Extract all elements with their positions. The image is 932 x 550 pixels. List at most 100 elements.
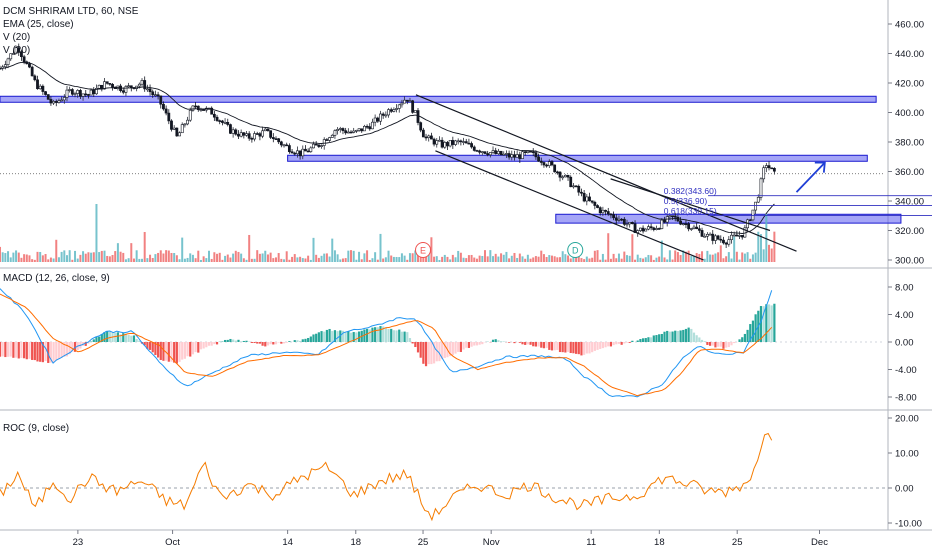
- macd-histogram-bar: [347, 331, 350, 342]
- candle-body: [711, 233, 715, 241]
- volume-bar: [663, 257, 666, 262]
- macd-histogram-bar: [658, 334, 661, 342]
- candle-body: [261, 130, 264, 137]
- macd-histogram-bar: [71, 342, 74, 352]
- volume-bar: [502, 254, 505, 262]
- volume-bar: [532, 257, 535, 262]
- volume-bar: [65, 255, 68, 262]
- volume-bar: [355, 259, 358, 262]
- macd-histogram-bar: [574, 342, 578, 354]
- volume-bar: [722, 258, 725, 262]
- roc-legend[interactable]: ROC (9, close): [3, 423, 70, 434]
- volume-bar: [63, 250, 66, 262]
- volume-bar: [7, 251, 10, 262]
- volume-bar: [529, 258, 532, 262]
- macd-histogram-bar: [309, 336, 312, 342]
- macd-histogram-bar: [232, 339, 235, 342]
- macd-histogram-bar: [601, 342, 604, 349]
- y-tick-label: 340.00: [895, 197, 924, 208]
- drawings[interactable]: 0.382(343.60)0.5(336.90)0.618(330.15) E D: [415, 94, 932, 261]
- candle-body: [194, 105, 198, 108]
- macd-histogram-bar: [170, 342, 173, 362]
- macd-histogram-bar: [615, 342, 618, 345]
- macd-histogram-bar: [679, 330, 682, 342]
- event-badge: [415, 242, 432, 258]
- macd-histogram-bar: [41, 342, 44, 363]
- volume-bar: [186, 257, 189, 262]
- volume-bar: [588, 258, 591, 262]
- volume-legend-2[interactable]: V (20): [3, 45, 31, 56]
- volume-bar: [668, 250, 671, 262]
- volume-bar: [1, 252, 4, 262]
- candle-body: [649, 226, 653, 229]
- candle-body: [46, 94, 50, 100]
- symbol-title[interactable]: DCM SHRIRAM LTD, 60, NSE: [3, 6, 139, 17]
- y-tick-label: 400.00: [895, 108, 924, 119]
- macd-histogram-bar: [143, 342, 146, 346]
- macd-pane: [0, 288, 776, 398]
- volume-bar: [433, 256, 436, 262]
- trend-line: [435, 150, 704, 261]
- candle-body: [513, 154, 516, 158]
- volume-bar: [403, 255, 406, 262]
- volume-bar: [277, 253, 280, 262]
- volume-bar: [170, 252, 173, 262]
- macd-histogram-bar: [151, 342, 154, 353]
- candle-body: [735, 234, 739, 237]
- volume-bar: [352, 250, 355, 262]
- volume-bar: [459, 252, 462, 262]
- candle-body: [432, 138, 436, 145]
- volume-bar: [626, 255, 629, 262]
- macd-histogram-bar: [636, 340, 639, 342]
- macd-histogram-bar: [14, 342, 18, 358]
- volume-bar: [202, 256, 205, 262]
- candle-body: [770, 167, 774, 170]
- macd-histogram-bar: [508, 342, 511, 343]
- candle-body: [57, 100, 61, 103]
- y-tick-label: 20.00: [895, 414, 919, 425]
- candle-body: [196, 105, 200, 110]
- macd-histogram-bar: [473, 342, 476, 346]
- event-badge-letter: D: [572, 246, 579, 256]
- macd-histogram-bar: [695, 335, 698, 342]
- candle-body: [304, 148, 307, 152]
- candle-body: [30, 66, 34, 77]
- candle-body: [296, 150, 299, 155]
- volume-bar: [387, 250, 390, 262]
- macd-histogram-bar: [700, 339, 704, 342]
- macd-legend[interactable]: MACD (12, 26, close, 9): [3, 273, 110, 284]
- candle-body: [52, 101, 55, 104]
- candle-body: [237, 133, 240, 137]
- macd-histogram-bar: [382, 326, 385, 342]
- ema-legend[interactable]: EMA (25, close): [3, 19, 74, 30]
- volume-bar: [652, 259, 655, 262]
- volume-bar: [68, 250, 71, 262]
- macd-histogram-bar: [652, 335, 655, 342]
- volume-bar: [307, 255, 310, 262]
- macd-histogram-bar: [0, 342, 2, 357]
- volume-bar: [360, 259, 363, 262]
- price-zones[interactable]: [0, 95, 902, 224]
- volume-bar: [481, 256, 484, 262]
- macd-histogram-bar: [65, 342, 69, 357]
- macd-histogram-bar: [542, 342, 546, 349]
- volume-bar: [256, 250, 259, 262]
- candle-body: [330, 134, 334, 138]
- candle-body: [703, 235, 707, 238]
- volume-bar: [130, 243, 133, 262]
- candle-body: [534, 152, 538, 158]
- volume-bar: [757, 231, 760, 262]
- macd-histogram-bar: [325, 329, 328, 342]
- macd-histogram-bar: [84, 342, 87, 346]
- volume-bar: [390, 255, 393, 262]
- candle-body: [612, 214, 616, 219]
- candle-body: [505, 153, 508, 155]
- volume-bar: [438, 259, 441, 262]
- candle-body: [684, 223, 688, 225]
- candle-body: [360, 128, 364, 132]
- macd-histogram-bar: [676, 331, 680, 342]
- volume-legend-1[interactable]: V (20): [3, 32, 31, 43]
- candle-body: [454, 140, 457, 145]
- candle-body: [708, 233, 712, 236]
